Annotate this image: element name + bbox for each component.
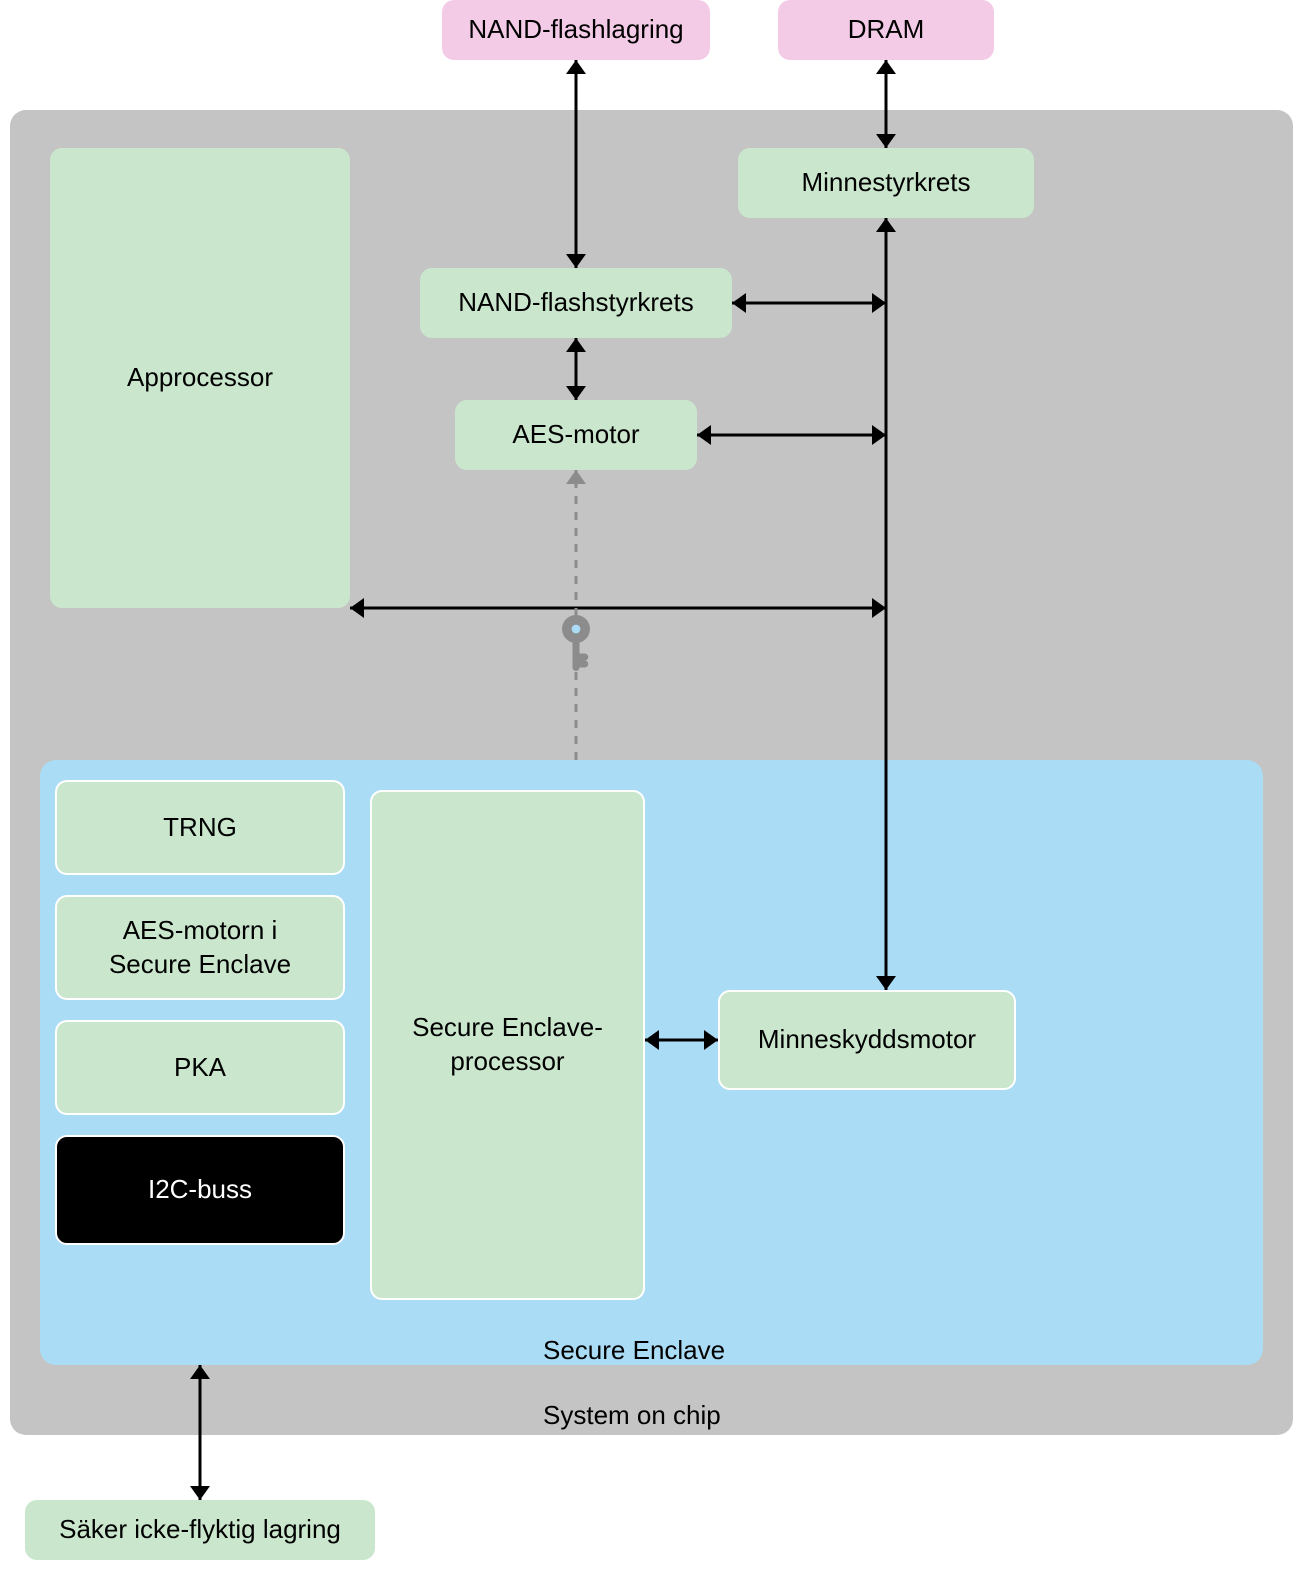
node-label: AES-motor <box>512 418 639 452</box>
node-app-processor: Approcessor <box>50 148 350 608</box>
node-nand-flash-storage: NAND-flashlagring <box>442 0 710 60</box>
node-trng: TRNG <box>55 780 345 875</box>
node-secure-enclave-processor: Secure Enclave- processor <box>370 790 645 1300</box>
node-label: Säker icke-flyktig lagring <box>59 1513 341 1547</box>
region-label-secure-enclave: Secure Enclave <box>543 1335 725 1366</box>
node-label: Secure Enclave- processor <box>412 1011 603 1079</box>
node-aes-engine: AES-motor <box>455 400 697 470</box>
node-label: Minnestyrkrets <box>801 166 970 200</box>
node-dram: DRAM <box>778 0 994 60</box>
node-label: DRAM <box>848 13 925 47</box>
region-label-soc: System on chip <box>543 1400 721 1431</box>
node-label: TRNG <box>163 811 237 845</box>
node-secure-nonvolatile-storage: Säker icke-flyktig lagring <box>25 1500 375 1560</box>
node-label: NAND-flashlagring <box>468 13 683 47</box>
node-label: PKA <box>174 1051 226 1085</box>
node-label: AES-motorn i Secure Enclave <box>109 914 291 982</box>
node-secure-enclave-aes: AES-motorn i Secure Enclave <box>55 895 345 1000</box>
node-label: I2C-buss <box>148 1173 252 1207</box>
node-memory-controller: Minnestyrkrets <box>738 148 1034 218</box>
node-label: Approcessor <box>127 361 273 395</box>
node-nand-flash-controller: NAND-flashstyrkrets <box>420 268 732 338</box>
node-i2c-bus: I2C-buss <box>55 1135 345 1245</box>
node-label: Minneskyddsmotor <box>758 1023 976 1057</box>
diagram-canvas: NAND-flashlagring DRAM Minnestyrkrets NA… <box>0 0 1303 1569</box>
node-label: NAND-flashstyrkrets <box>458 286 693 320</box>
node-memory-protection-engine: Minneskyddsmotor <box>718 990 1016 1090</box>
node-pka: PKA <box>55 1020 345 1115</box>
